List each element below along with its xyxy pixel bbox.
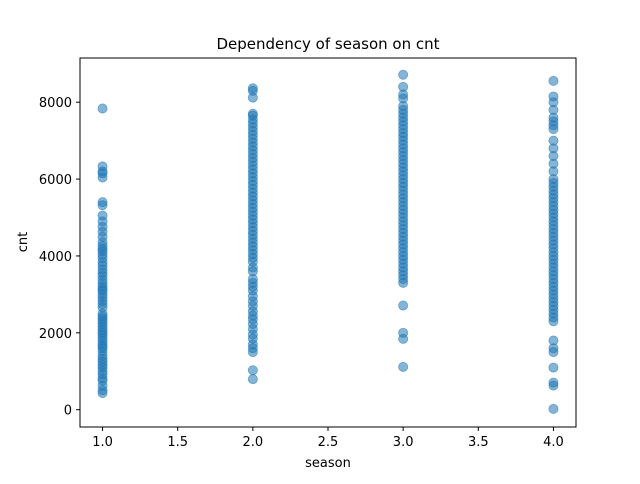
x-tick-label: 3.0 xyxy=(393,435,414,450)
data-point-season-3-53 xyxy=(398,81,409,92)
x-tick-label: 1.0 xyxy=(92,435,113,450)
data-point-season-2-0 xyxy=(247,374,258,385)
x-tick-label: 4.0 xyxy=(543,435,564,450)
x-tick-label: 1.5 xyxy=(167,435,188,450)
y-tick-label: 0 xyxy=(64,404,72,419)
x-tick-label: 3.5 xyxy=(468,435,489,450)
data-point-season-3-3 xyxy=(398,300,409,311)
data-point-season-4-3 xyxy=(548,362,559,373)
y-tick-label: 6000 xyxy=(39,173,72,188)
data-point-season-4-56 xyxy=(548,91,559,102)
data-point-season-3-0 xyxy=(398,361,409,372)
data-point-season-1-59 xyxy=(97,103,108,114)
data-point-season-1-54 xyxy=(97,197,108,208)
data-point-season-4-2 xyxy=(548,377,559,388)
x-tick-label: 2.0 xyxy=(243,435,264,450)
data-point-season-3-2 xyxy=(398,327,409,338)
data-point-season-4-0 xyxy=(548,403,559,414)
x-axis-label: season xyxy=(305,456,351,471)
data-point-season-1-58 xyxy=(97,161,108,172)
x-tick-label: 2.5 xyxy=(318,435,339,450)
plot-area-frame xyxy=(79,57,577,428)
data-point-season-4-6 xyxy=(548,335,559,346)
y-tick-label: 2000 xyxy=(39,327,72,342)
chart-title: Dependency of season on cnt xyxy=(216,35,439,53)
data-point-season-3-54 xyxy=(398,69,409,80)
y-tick-label: 4000 xyxy=(39,250,72,265)
data-points xyxy=(97,69,559,414)
data-point-season-1-52 xyxy=(97,210,108,221)
y-axis-label: cnt xyxy=(16,232,31,252)
data-point-season-2-60 xyxy=(247,108,258,119)
data-point-season-2-63 xyxy=(247,83,258,94)
x-axis-ticks: 1.0 1.5 2.0 2.5 3.0 3.5 4.0 xyxy=(92,427,564,450)
y-axis-ticks: 0 2000 4000 6000 8000 xyxy=(39,96,80,419)
data-point-season-4-57 xyxy=(548,75,559,86)
data-point-season-2-1 xyxy=(247,365,258,376)
y-tick-label: 8000 xyxy=(39,96,72,111)
data-point-season-4-49 xyxy=(548,135,559,146)
